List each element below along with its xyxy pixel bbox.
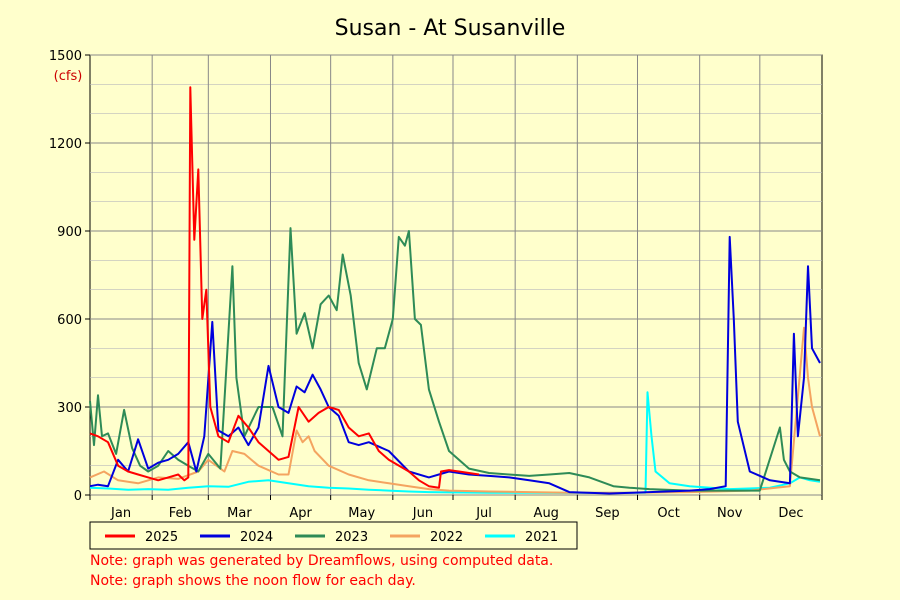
note-computed-data: Note: graph was generated by Dreamflows,… [90,553,554,569]
note-noon-flow: Note: graph shows the noon flow for each… [90,573,416,589]
series-line-2025 [89,86,480,489]
grid [90,54,822,496]
x-tick-label: Jun [412,506,433,521]
x-tick-label: Oct [657,506,679,521]
y-axis-unit: (cfs) [54,69,83,84]
chart-title: Susan - At Susanville [335,16,566,41]
series-line-2021 [89,391,821,494]
x-tick-label: Feb [169,506,192,521]
x-tick-label: Apr [289,506,312,521]
x-tick-label: Mar [227,506,252,521]
legend-label-2022: 2022 [430,530,463,545]
y-tick-label: 1200 [49,137,82,152]
series-layer [89,86,821,495]
flow-chart: Susan - At Susanville 1500 1200 900 600 300 0… [49,16,823,550]
series-line-2022 [89,326,821,494]
y-tick-label: 300 [57,401,82,416]
legend: 2025 2024 2023 2022 2021 [105,530,558,545]
legend-label-2024: 2024 [240,530,273,545]
plot-area [89,54,823,496]
x-tick-label: May [348,506,375,521]
series-line-2024 [89,235,821,495]
x-tick-label: Dec [778,506,803,521]
y-tick-label: 900 [57,225,82,240]
x-tick-label: Nov [717,506,743,521]
x-axis: Jan Feb Mar Apr May Jun Jul Aug Sep Oct Nov Dec [89,495,823,521]
x-tick-label: Sep [595,506,620,521]
y-tick-label: 600 [57,313,82,328]
x-tick-label: Jan [110,506,131,521]
x-tick-label: Aug [534,506,559,521]
x-tick-label: Jul [475,506,492,521]
y-tick-label: 1500 [49,49,82,64]
legend-label-2025: 2025 [145,530,178,545]
y-axis: 1500 1200 900 600 300 0 [49,49,90,504]
legend-label-2021: 2021 [525,530,558,545]
legend-label-2023: 2023 [335,530,368,545]
y-tick-label: 0 [74,489,82,504]
